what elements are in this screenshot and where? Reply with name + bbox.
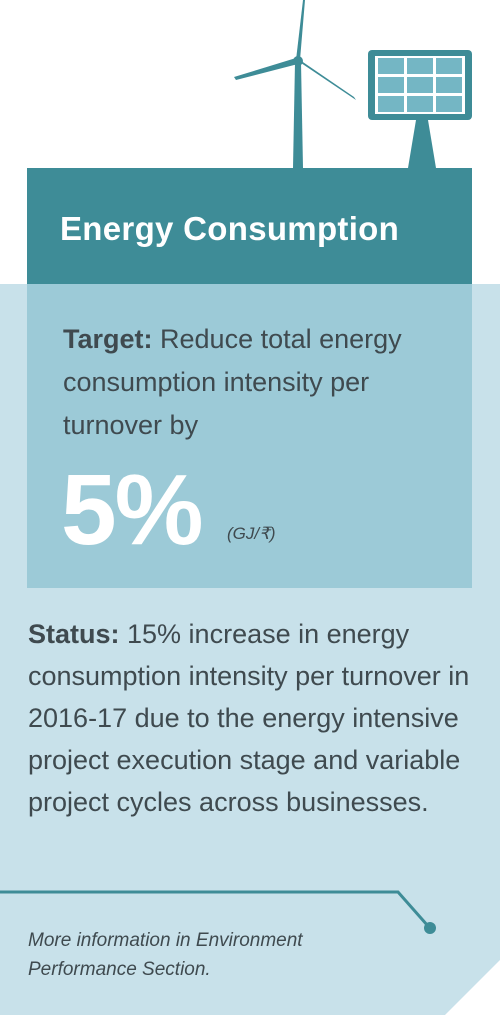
solar-panel-icon	[368, 50, 472, 168]
target-card: Target: Reduce total energy consumption …	[27, 284, 472, 588]
target-label: Target:	[63, 324, 153, 354]
status-label: Status:	[28, 619, 120, 649]
target-description: Reduce total energy consumption intensit…	[63, 324, 402, 440]
divider-dot	[424, 922, 436, 934]
target-value: 5%	[61, 454, 204, 566]
page-title: Energy Consumption	[60, 210, 400, 247]
corner-fold	[445, 960, 500, 1015]
target-unit: (GJ/₹)	[227, 524, 276, 543]
status-statement: Status: 15% increase in energy consumpti…	[28, 613, 478, 823]
target-statement: Target: Reduce total energy consumption …	[63, 318, 453, 447]
footer-note: More information in Environment Performa…	[28, 930, 303, 980]
energy-illustration	[234, 0, 472, 168]
wind-turbine-icon	[234, 0, 356, 168]
header-banner: Energy Consumption	[27, 168, 472, 284]
status-description: 15% increase in energy consumption inten…	[28, 619, 470, 817]
divider-line	[0, 890, 436, 934]
